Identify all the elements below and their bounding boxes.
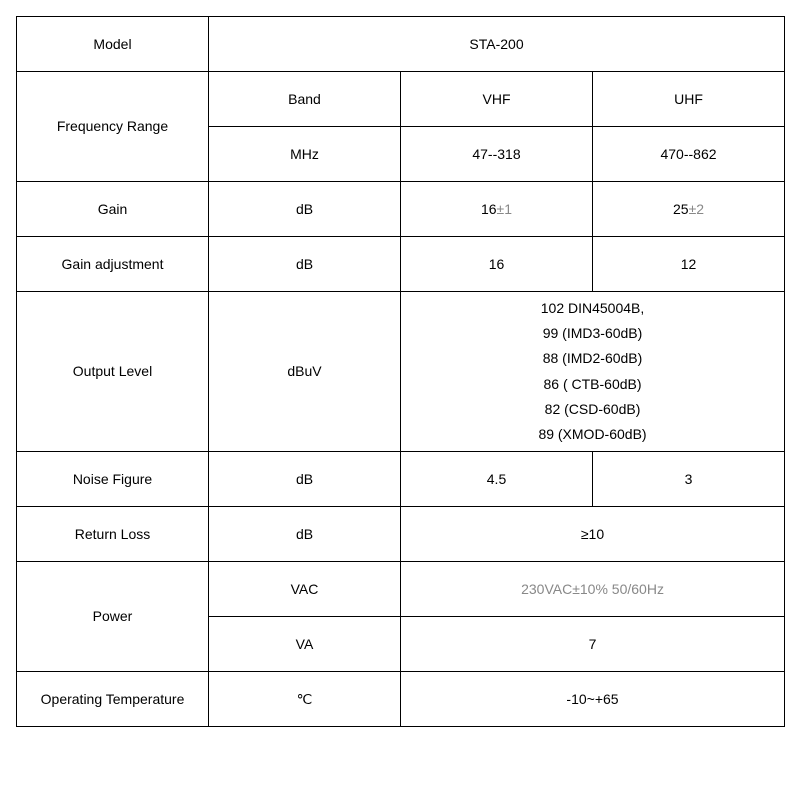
output-line: 86 ( CTB-60dB) xyxy=(405,372,780,397)
freq-unit-mhz: MHz xyxy=(209,127,401,182)
label-gain: Gain xyxy=(17,182,209,237)
output-values: 102 DIN45004B,99 (IMD3-60dB)88 (IMD2-60d… xyxy=(401,292,785,452)
output-line: 82 (CSD-60dB) xyxy=(405,397,780,422)
row-op-temp: Operating Temperature ℃ -10~+65 xyxy=(17,672,785,727)
spec-table: Model STA-200 Frequency Range Band VHF U… xyxy=(16,16,785,727)
noise-vhf: 4.5 xyxy=(401,452,593,507)
row-return-loss: Return Loss dB ≥10 xyxy=(17,507,785,562)
freq-unit-band: Band xyxy=(209,72,401,127)
row-gain-adj: Gain adjustment dB 16 12 xyxy=(17,237,785,292)
value-model: STA-200 xyxy=(209,17,785,72)
label-power: Power xyxy=(17,562,209,672)
gain-adj-unit: dB xyxy=(209,237,401,292)
gain-adj-vhf: 16 xyxy=(401,237,593,292)
gain-unit: dB xyxy=(209,182,401,237)
gain-uhf: 25±2 xyxy=(593,182,785,237)
noise-uhf: 3 xyxy=(593,452,785,507)
gain-uhf-main: 25 xyxy=(673,201,689,217)
gain-uhf-suffix: ±2 xyxy=(689,201,704,217)
output-line: 99 (IMD3-60dB) xyxy=(405,321,780,346)
freq-mhz-uhf: 470--862 xyxy=(593,127,785,182)
noise-unit: dB xyxy=(209,452,401,507)
row-model: Model STA-200 xyxy=(17,17,785,72)
label-noise: Noise Figure xyxy=(17,452,209,507)
gain-vhf: 16±1 xyxy=(401,182,593,237)
op-temp-unit: ℃ xyxy=(209,672,401,727)
row-freq-band: Frequency Range Band VHF UHF xyxy=(17,72,785,127)
output-line: 89 (XMOD-60dB) xyxy=(405,422,780,447)
output-line: 102 DIN45004B, xyxy=(405,296,780,321)
gain-adj-uhf: 12 xyxy=(593,237,785,292)
label-return-loss: Return Loss xyxy=(17,507,209,562)
op-temp-value: -10~+65 xyxy=(401,672,785,727)
label-gain-adj: Gain adjustment xyxy=(17,237,209,292)
power-vac-value: 230VAC±10% 50/60Hz xyxy=(401,562,785,617)
gain-vhf-suffix: ±1 xyxy=(497,201,512,217)
power-unit-va: VA xyxy=(209,617,401,672)
row-noise: Noise Figure dB 4.5 3 xyxy=(17,452,785,507)
return-loss-value: ≥10 xyxy=(401,507,785,562)
label-op-temp: Operating Temperature xyxy=(17,672,209,727)
gain-vhf-main: 16 xyxy=(481,201,497,217)
freq-band-vhf: VHF xyxy=(401,72,593,127)
label-output: Output Level xyxy=(17,292,209,452)
freq-band-uhf: UHF xyxy=(593,72,785,127)
row-power-vac: Power VAC 230VAC±10% 50/60Hz xyxy=(17,562,785,617)
return-loss-unit: dB xyxy=(209,507,401,562)
freq-mhz-vhf: 47--318 xyxy=(401,127,593,182)
label-freq-range: Frequency Range xyxy=(17,72,209,182)
output-unit: dBuV xyxy=(209,292,401,452)
label-model: Model xyxy=(17,17,209,72)
power-va-value: 7 xyxy=(401,617,785,672)
power-unit-vac: VAC xyxy=(209,562,401,617)
row-output: Output Level dBuV 102 DIN45004B,99 (IMD3… xyxy=(17,292,785,452)
row-gain: Gain dB 16±1 25±2 xyxy=(17,182,785,237)
output-line: 88 (IMD2-60dB) xyxy=(405,346,780,371)
